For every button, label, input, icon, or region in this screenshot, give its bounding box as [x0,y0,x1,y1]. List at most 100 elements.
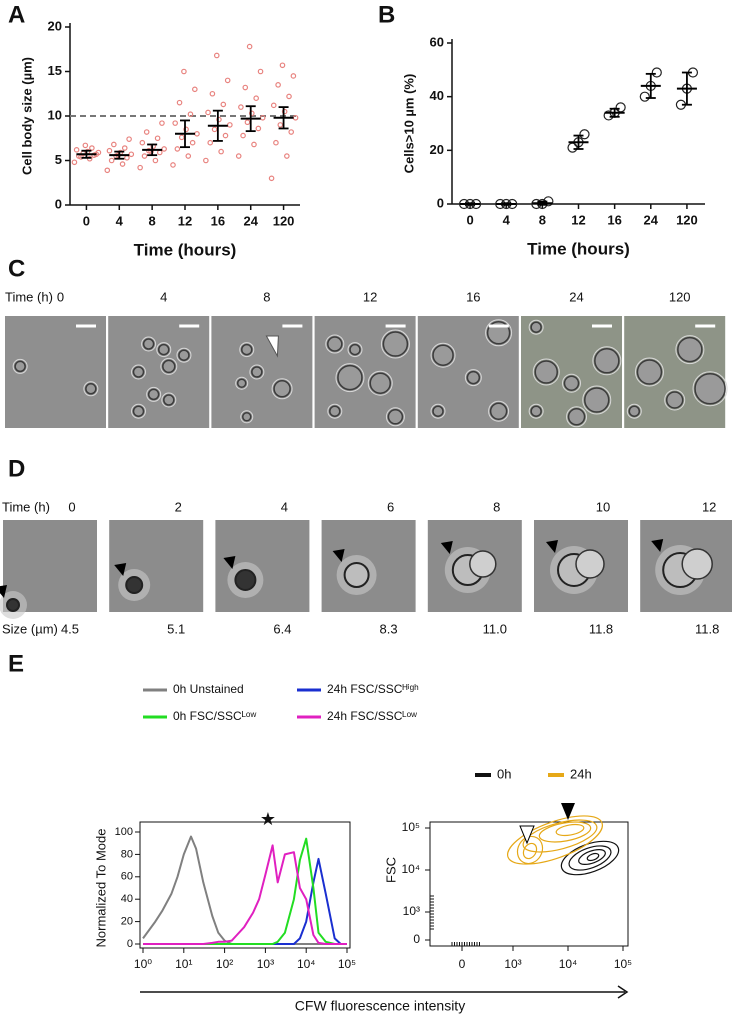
cell [327,336,343,352]
data-point [181,68,187,75]
y-tick-label: 20 [430,142,444,157]
data-point [73,147,80,153]
data-point [143,129,150,135]
contour [516,835,544,865]
x-tick-label: 10⁵ [614,957,632,971]
data-point [218,148,224,155]
cell-halo [12,358,28,374]
x-tick-label: 24 [644,212,659,227]
y-tick-label: 40 [121,893,133,905]
data-point [161,146,167,152]
cell [584,387,610,413]
x-tick-label: 24 [243,213,258,228]
contour [522,819,598,853]
time-value: 4 [160,289,167,304]
cell [14,360,26,373]
cell [162,359,176,374]
data-point [178,134,185,141]
time-value: 0 [68,499,75,514]
contour [522,842,538,860]
panel-label: D [8,455,25,482]
cell-halo [325,334,345,354]
cell [469,550,497,578]
cell [567,408,586,426]
data-point [119,161,126,167]
cell [534,360,558,384]
data-point [71,159,78,166]
cell-halo [367,370,393,396]
plot-frame [429,821,629,947]
cell [6,598,20,612]
y-tick-label: 10 [48,107,62,122]
data-point [187,111,194,118]
series-line [142,835,347,945]
cell [432,344,454,366]
y-tick-label: 10⁴ [401,862,420,876]
cell [382,331,409,357]
data-point [255,125,262,132]
cell-halo [385,407,405,427]
contour [538,821,592,843]
arrowhead [265,335,279,358]
cell [694,373,726,405]
y-tick-label: 15 [48,63,62,78]
panel-label: A [8,1,25,28]
x-tick-label: 0 [459,957,466,971]
cell-halo [692,371,728,407]
x-tick-label: 10⁴ [559,957,578,971]
series-line [143,844,347,945]
y-tick-label: 0 [127,938,133,950]
data-point [244,119,251,126]
arrowhead [114,563,127,576]
cell [178,349,190,361]
y-tick-label: 0 [55,196,62,211]
cell-halo [430,403,446,419]
y-tick-label: 5 [55,152,62,167]
cell [236,378,247,388]
x-tick-label: 16 [607,212,621,227]
cell [242,412,252,422]
x-tick-label: 4 [116,213,124,228]
cell-halo [626,403,642,419]
x-tick-label: 0 [466,212,473,227]
cell [142,338,155,350]
arrowhead [651,539,664,552]
data-point [170,162,176,168]
cell-halo [532,358,560,386]
data-point [205,109,211,116]
cell [530,321,542,333]
cell [337,364,363,391]
data-point [194,131,200,137]
plot-frame [139,821,351,949]
cell [163,394,175,406]
cell-halo [562,373,581,393]
data-point [159,120,165,126]
time-label: Time (h) [2,499,50,514]
legend-label: 0h [497,766,511,781]
cell [677,336,703,363]
cell [575,549,605,579]
time-value: 6 [387,499,394,514]
cell [125,576,144,594]
data-point [111,141,117,148]
arrowhead [0,585,7,598]
x-tick-label: 10⁴ [297,957,316,971]
cell-halo [83,381,99,397]
data-point [240,132,246,139]
cell-halo [235,376,249,390]
series-line [143,837,347,945]
data-point [290,73,297,79]
arrowhead [561,803,575,820]
y-axis-label: Cell body size (µm) [19,57,34,175]
cell-halo [664,389,686,411]
cell [241,343,253,356]
size-value: 8.3 [380,621,398,636]
x-tick-label: 10⁰ [134,957,152,971]
x-tick-label: 10¹ [175,957,192,971]
cell-halo [327,403,343,419]
cell [489,402,508,420]
y-tick-label: 0 [413,932,420,946]
data-point [238,104,244,110]
x-tick-label: 12 [178,213,192,228]
y-tick-label: 0 [437,195,444,210]
